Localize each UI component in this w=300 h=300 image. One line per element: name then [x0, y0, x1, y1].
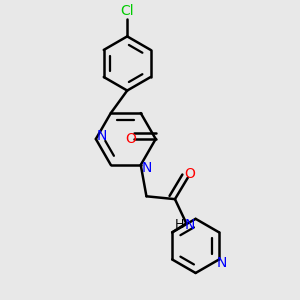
Text: Cl: Cl	[120, 4, 134, 18]
Text: N: N	[184, 218, 195, 232]
Text: N: N	[96, 129, 107, 143]
Text: O: O	[125, 132, 136, 146]
Text: O: O	[184, 167, 195, 181]
Text: N: N	[217, 256, 227, 270]
Text: H: H	[175, 218, 184, 231]
Text: N: N	[141, 161, 152, 175]
